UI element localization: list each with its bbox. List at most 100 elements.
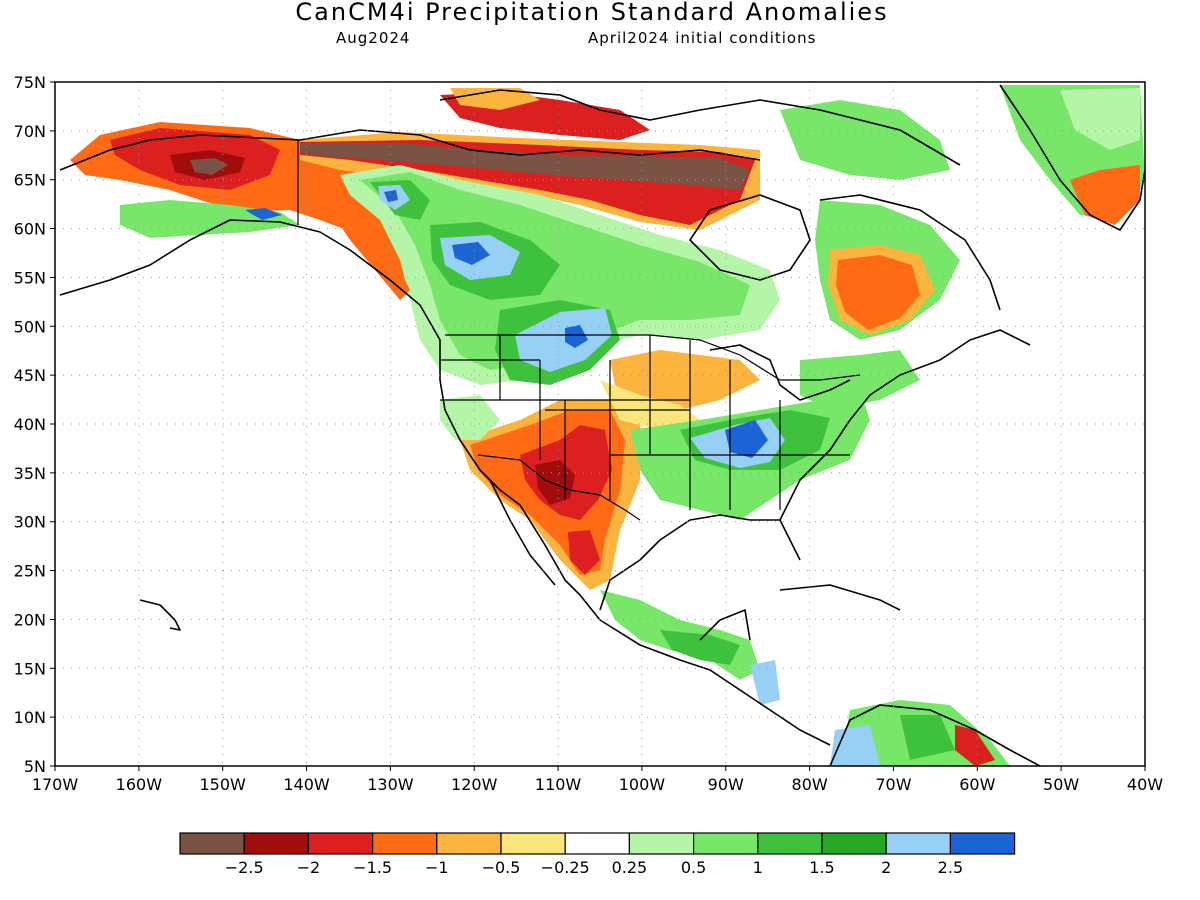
longitude-labels: 170W 160W 150W 140W 130W 120W 110W 100W 90W 80W 70… [32,775,1163,794]
lon-label: 40W [1127,775,1163,794]
legend-label: −2.5 [225,858,264,877]
lat-label: 45N [14,366,46,385]
lon-label: 120W [451,775,498,794]
anomaly-region [800,350,920,410]
border-us-states [440,335,850,510]
coastline-south-america [829,704,1041,766]
legend-label: 0.5 [681,858,706,877]
anomaly-region [780,100,950,180]
anomaly-region [452,242,490,265]
lon-label: 160W [116,775,163,794]
lon-label: 70W [875,775,911,794]
lon-label: 150W [200,775,247,794]
coastline-north-america [59,219,831,746]
coastline-layer [59,84,1145,766]
anomaly-region [330,210,410,300]
lat-label: 10N [14,708,46,727]
legend-swatch [564,832,631,855]
initial-conditions-label: April2024 initial conditions [588,29,817,47]
lon-label: 80W [792,775,828,794]
legend-label: −1.5 [353,858,392,877]
legend-swatch [885,832,952,855]
lat-label: 35N [14,464,46,483]
coastline-hawaii [139,599,181,631]
lon-label: 130W [367,775,414,794]
lon-label: 90W [708,775,744,794]
graticule-layer [55,82,1145,766]
anomaly-region [565,325,588,348]
anomaly-region [190,158,228,175]
legend-label: 1.5 [809,858,834,877]
border-canada-us [445,334,861,381]
legend-label: 2.5 [938,858,963,877]
border-us-mexico [477,454,641,521]
lat-label: 15N [14,659,46,678]
color-legend-labels: −2.5 −2 −1.5 −1 −0.5 −0.25 0.25 0.5 1 1.5 2 2.5 [225,858,963,877]
axis-ticks [50,81,1146,771]
anomaly-region [725,420,768,458]
coastline-east [779,329,1031,521]
lon-label: 50W [1043,775,1079,794]
coastline-great-lakes [709,344,851,401]
lon-label: 100W [619,775,666,794]
coastline-arctic-islands [439,89,961,166]
legend-swatch [757,832,823,855]
lat-label: 40N [14,415,46,434]
lat-label: 65N [14,171,46,190]
anomaly-region [568,530,600,575]
legend-swatch [628,832,695,855]
anomaly-region [450,88,540,110]
legend-swatch [243,832,309,855]
lon-label: 170W [32,775,79,794]
lat-label: 60N [14,220,46,239]
legend-swatch [179,832,245,855]
legend-swatch [692,832,759,855]
lat-label: 25N [14,562,46,581]
anomaly-region [384,190,398,202]
anomaly-region [660,630,740,665]
legend-label: −1 [425,858,449,877]
lat-label: 50N [14,317,46,336]
lat-label: 5N [24,757,46,776]
anomaly-fill-layer [70,85,1145,766]
legend-swatch [500,832,566,855]
anomaly-region [245,208,282,220]
anomaly-region [836,255,920,330]
lon-label: 110W [535,775,582,794]
coastline-hudson-bay [689,194,811,281]
lat-label: 75N [14,73,46,92]
coastline-labrador [819,194,1001,311]
legend-swatch [821,832,887,855]
anomaly-region [750,660,780,705]
lat-label: 70N [14,122,46,141]
legend-label: −0.25 [541,858,590,877]
legend-swatch [307,832,374,855]
legend-swatch [436,832,502,855]
anomaly-region [900,715,955,760]
legend-label: −2 [297,858,321,877]
coastline-baja [489,479,556,586]
legend-label: 2 [881,858,891,877]
latitude-labels: 75N 70N 65N 60N 55N 50N 45N 40N 35N 30N 25N 20N 15N 1… [14,73,46,776]
color-legend [179,832,1016,855]
lon-label: 140W [283,775,330,794]
legend-swatch [949,832,1016,855]
lon-label: 60W [959,775,995,794]
anomaly-region [515,308,612,372]
map-title: CanCM4i Precipitation Standard Anomalies [295,0,889,26]
lat-label: 55N [14,268,46,287]
border-layer [297,140,861,521]
anomaly-region [300,143,750,190]
lat-label: 30N [14,513,46,532]
legend-label: −0.5 [482,858,521,877]
coastline-arctic [299,129,761,161]
coastline-gulf [599,514,801,611]
coastline-greenland [999,84,1145,231]
lat-label: 20N [14,610,46,629]
legend-label: 0.25 [612,858,648,877]
legend-swatch [372,832,438,855]
coastline-alaska-north [59,134,301,171]
coastline-yucatan [699,609,751,641]
coastline-cuba [779,584,901,611]
